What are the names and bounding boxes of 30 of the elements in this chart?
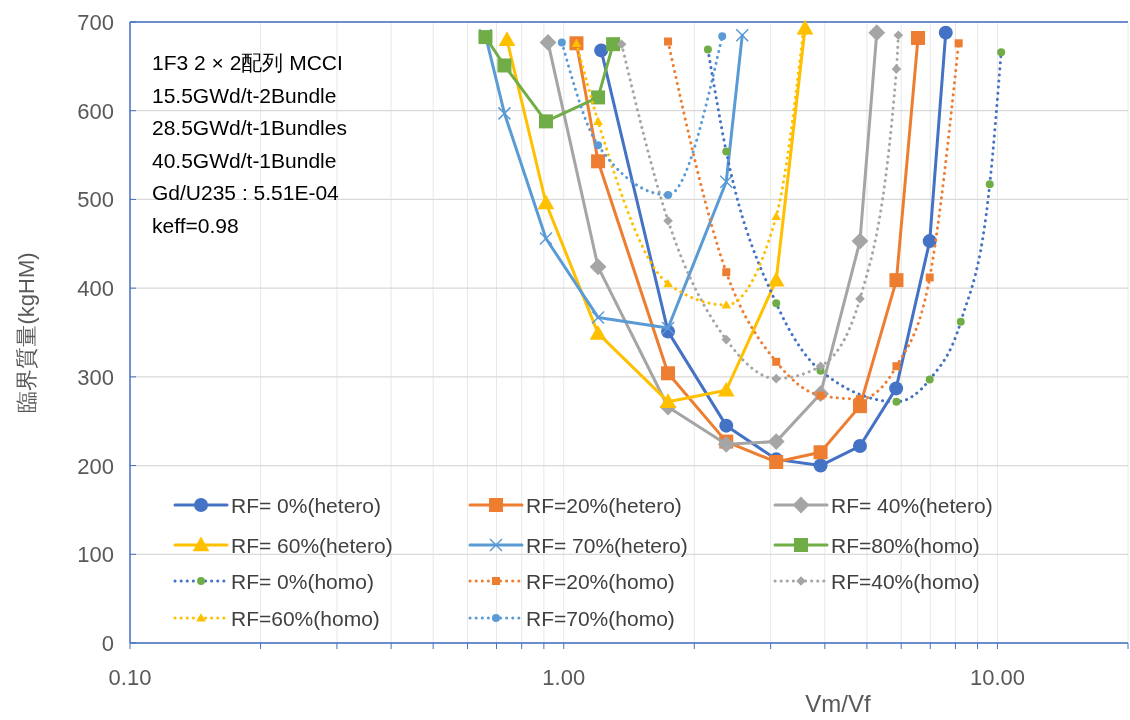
y-tick-label: 700	[77, 10, 114, 35]
y-tick-label: 200	[77, 453, 114, 479]
legend-label: RF=80%(homo)	[831, 534, 980, 557]
legend-label: RF=20%(hetero)	[526, 494, 682, 517]
y-tick-label: 100	[77, 542, 114, 568]
annotation: 40.5GWd/t-1Bundle	[152, 148, 337, 172]
legend-label: RF=60%(homo)	[231, 607, 380, 630]
y-tick-label: 500	[77, 187, 114, 213]
legend-label: RF= 0%(homo)	[231, 570, 374, 593]
annotation: 1F3 2 × 2配列 MCCI	[152, 51, 343, 74]
y-tick-label: 600	[77, 98, 114, 124]
y-tick-label: 300	[77, 364, 114, 390]
legend-label: RF=70%(homo)	[526, 607, 675, 630]
x-tick-label: 1.00	[542, 665, 586, 690]
annotation: keff=0.98	[152, 213, 239, 237]
annotation: 28.5GWd/t-1Bundles	[152, 116, 347, 139]
x-axis-title: Vm/Vf	[805, 690, 871, 717]
legend-label: RF= 40%(hetero)	[831, 494, 993, 517]
y-tick-label: 0	[101, 631, 114, 656]
y-tick-label: 400	[77, 276, 114, 302]
legend-label: RF= 60%(hetero)	[231, 534, 393, 557]
annotation: 15.5GWd/t-2Bundle	[152, 83, 337, 107]
legend-label: RF= 0%(hetero)	[231, 494, 381, 517]
y-axis-title: 臨界質量(kgHM)	[14, 252, 39, 413]
legend-label: RF= 70%(hetero)	[526, 534, 688, 557]
legend-label: RF=20%(homo)	[526, 570, 675, 593]
x-tick-label: 0.10	[108, 665, 152, 690]
x-tick-label: 10.00	[969, 665, 1025, 690]
legend-label: RF=40%(homo)	[831, 570, 980, 593]
annotation: Gd/U235 : 5.51E-04	[152, 181, 340, 204]
